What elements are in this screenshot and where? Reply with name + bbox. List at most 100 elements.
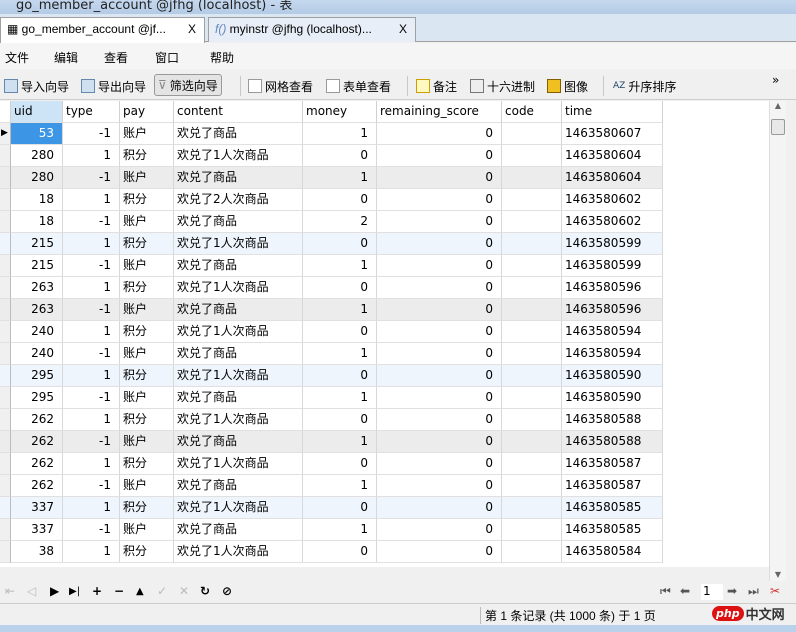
table-row[interactable]: 262 1 积分 欢兑了1人次商品 0 0 1463580587 [0, 453, 663, 475]
row-header[interactable] [0, 233, 11, 255]
add-record-icon[interactable]: + [92, 584, 103, 598]
cell-content[interactable]: 欢兑了1人次商品 [174, 233, 303, 255]
cell-pay[interactable]: 积分 [120, 145, 174, 167]
cell-remaining_score[interactable]: 0 [377, 277, 502, 299]
cell-code[interactable] [502, 475, 562, 497]
tab-go-member-account[interactable]: ▦ go_member_account @jf... X [0, 17, 205, 43]
cell-pay[interactable]: 积分 [120, 497, 174, 519]
cancel-icon[interactable]: ✕ [179, 584, 190, 598]
sort-ascending-button[interactable]: AZ 升序排序 [613, 76, 676, 96]
cell-content[interactable]: 欢兑了商品 [174, 167, 303, 189]
cell-type[interactable]: -1 [63, 299, 120, 321]
cell-code[interactable] [502, 431, 562, 453]
cell-time[interactable]: 1463580604 [562, 145, 663, 167]
hex-button[interactable]: 十六进制 [470, 76, 535, 96]
cell-time[interactable]: 1463580588 [562, 409, 663, 431]
cell-uid[interactable]: 240 [11, 321, 63, 343]
cell-time[interactable]: 1463580594 [562, 321, 663, 343]
column-header-time[interactable]: time [562, 101, 663, 123]
cell-money[interactable]: 0 [303, 409, 377, 431]
table-row[interactable]: 262 -1 账户 欢兑了商品 1 0 1463580588 [0, 431, 663, 453]
next-record-icon[interactable]: ▶ [50, 584, 60, 598]
memo-button[interactable]: 备注 [416, 76, 457, 96]
cell-content[interactable]: 欢兑了1人次商品 [174, 365, 303, 387]
cell-remaining_score[interactable]: 0 [377, 497, 502, 519]
cell-type[interactable]: 1 [63, 541, 120, 563]
cell-remaining_score[interactable]: 0 [377, 475, 502, 497]
menu-view[interactable]: 查看 [104, 51, 129, 65]
cell-money[interactable]: 1 [303, 431, 377, 453]
refresh-icon[interactable]: ↻ [200, 584, 211, 598]
cell-money[interactable]: 1 [303, 255, 377, 277]
cell-code[interactable] [502, 189, 562, 211]
cell-type[interactable]: -1 [63, 431, 120, 453]
apply-icon[interactable]: ✓ [157, 584, 168, 598]
table-row[interactable]: 280 1 积分 欢兑了1人次商品 0 0 1463580604 [0, 145, 663, 167]
cell-time[interactable]: 1463580585 [562, 519, 663, 541]
row-header[interactable] [0, 541, 11, 563]
cell-content[interactable]: 欢兑了商品 [174, 255, 303, 277]
cell-money[interactable]: 0 [303, 233, 377, 255]
cell-money[interactable]: 1 [303, 167, 377, 189]
row-header[interactable] [0, 431, 11, 453]
cell-time[interactable]: 1463580590 [562, 387, 663, 409]
cell-content[interactable]: 欢兑了商品 [174, 123, 303, 145]
column-header-content[interactable]: content [174, 101, 303, 123]
cell-money[interactable]: 1 [303, 299, 377, 321]
cell-time[interactable]: 1463580585 [562, 497, 663, 519]
table-row[interactable]: 215 -1 账户 欢兑了商品 1 0 1463580599 [0, 255, 663, 277]
cell-pay[interactable]: 账户 [120, 475, 174, 497]
row-header[interactable] [0, 343, 11, 365]
table-row[interactable]: 18 -1 账户 欢兑了商品 2 0 1463580602 [0, 211, 663, 233]
cell-code[interactable] [502, 497, 562, 519]
row-header[interactable] [0, 167, 11, 189]
cell-remaining_score[interactable]: 0 [377, 167, 502, 189]
row-header[interactable] [0, 321, 11, 343]
cell-uid[interactable]: 215 [11, 255, 63, 277]
cell-uid[interactable]: 240 [11, 343, 63, 365]
cell-code[interactable] [502, 365, 562, 387]
cell-remaining_score[interactable]: 0 [377, 387, 502, 409]
cell-content[interactable]: 欢兑了商品 [174, 475, 303, 497]
cell-pay[interactable]: 账户 [120, 387, 174, 409]
cell-pay[interactable]: 账户 [120, 211, 174, 233]
table-row[interactable]: 263 -1 账户 欢兑了商品 1 0 1463580596 [0, 299, 663, 321]
cell-code[interactable] [502, 519, 562, 541]
cell-time[interactable]: 1463580604 [562, 167, 663, 189]
cell-money[interactable]: 1 [303, 387, 377, 409]
cell-remaining_score[interactable]: 0 [377, 431, 502, 453]
stop-icon[interactable]: ⊘ [222, 584, 233, 598]
cell-uid[interactable]: 18 [11, 211, 63, 233]
last-record-icon[interactable]: ▶| [69, 586, 81, 597]
cell-money[interactable]: 1 [303, 475, 377, 497]
cell-code[interactable] [502, 211, 562, 233]
cell-remaining_score[interactable]: 0 [377, 409, 502, 431]
row-header[interactable] [0, 255, 11, 277]
cell-time[interactable]: 1463580587 [562, 453, 663, 475]
table-row[interactable]: 280 -1 账户 欢兑了商品 1 0 1463580604 [0, 167, 663, 189]
row-header[interactable] [0, 387, 11, 409]
cell-content[interactable]: 欢兑了商品 [174, 299, 303, 321]
cell-time[interactable]: 1463580602 [562, 189, 663, 211]
cell-content[interactable]: 欢兑了1人次商品 [174, 497, 303, 519]
cell-uid[interactable]: 262 [11, 431, 63, 453]
menu-window[interactable]: 窗口 [155, 51, 180, 65]
table-row[interactable]: ▶ 53 -1 账户 欢兑了商品 1 0 1463580607 [0, 123, 663, 145]
cell-uid[interactable]: 262 [11, 453, 63, 475]
menu-help[interactable]: 帮助 [210, 51, 235, 65]
cell-code[interactable] [502, 145, 562, 167]
table-row[interactable]: 337 -1 账户 欢兑了商品 1 0 1463580585 [0, 519, 663, 541]
table-row[interactable]: 262 1 积分 欢兑了1人次商品 0 0 1463580588 [0, 409, 663, 431]
row-header[interactable] [0, 519, 11, 541]
cell-type[interactable]: -1 [63, 255, 120, 277]
cell-type[interactable]: -1 [63, 387, 120, 409]
grid-view-button[interactable]: 网格查看 [248, 76, 313, 96]
cell-type[interactable]: -1 [63, 211, 120, 233]
cell-content[interactable]: 欢兑了商品 [174, 211, 303, 233]
cell-type[interactable]: 1 [63, 497, 120, 519]
cell-pay[interactable]: 账户 [120, 519, 174, 541]
cell-money[interactable]: 0 [303, 365, 377, 387]
cell-money[interactable]: 0 [303, 277, 377, 299]
cell-money[interactable]: 1 [303, 519, 377, 541]
cell-code[interactable] [502, 453, 562, 475]
